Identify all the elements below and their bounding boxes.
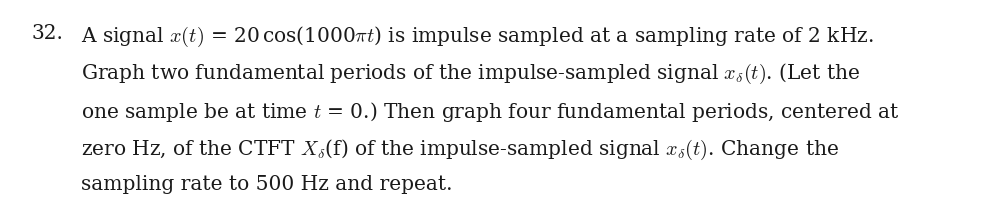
Text: 32.: 32. — [32, 24, 64, 43]
Text: Graph two fundamental periods of the impulse-sampled signal $x_\delta(t)$. (Let : Graph two fundamental periods of the imp… — [81, 62, 861, 86]
Text: zero Hz, of the CTFT $X_\delta$(f) of the impulse-sampled signal $x_\delta(t)$. : zero Hz, of the CTFT $X_\delta$(f) of th… — [81, 138, 839, 162]
Text: one sample be at time $t$ = 0.) Then graph four fundamental periods, centered at: one sample be at time $t$ = 0.) Then gra… — [81, 100, 900, 124]
Text: sampling rate to 500 Hz and repeat.: sampling rate to 500 Hz and repeat. — [81, 175, 453, 194]
Text: A signal $x(t)$ = 20$\,$cos(1000$\pi t$) is impulse sampled at a sampling rate o: A signal $x(t)$ = 20$\,$cos(1000$\pi t$)… — [81, 24, 874, 49]
